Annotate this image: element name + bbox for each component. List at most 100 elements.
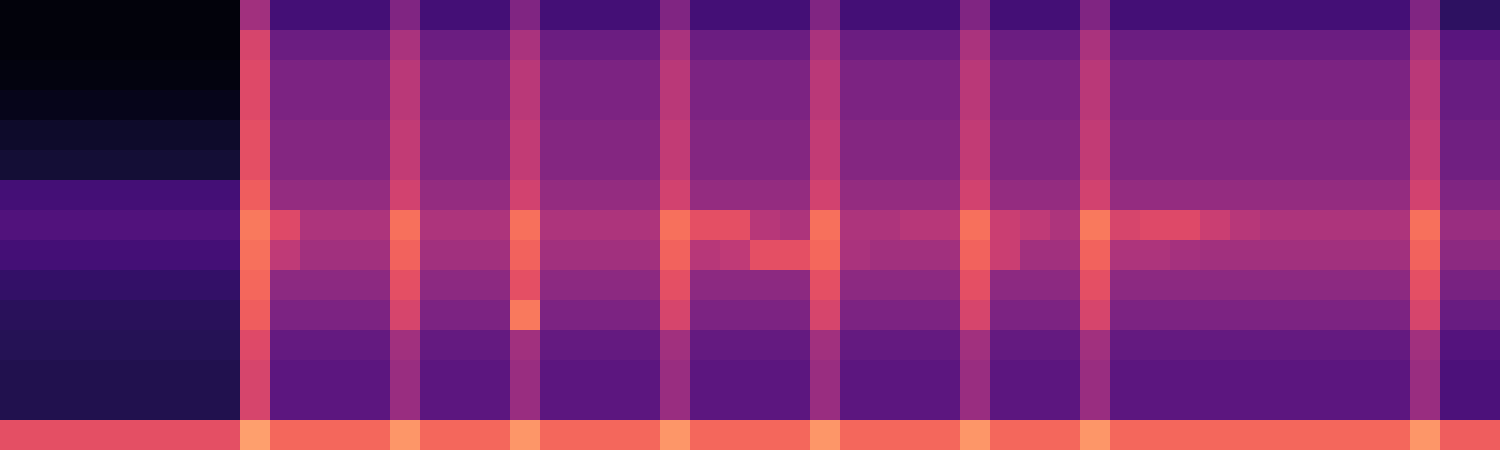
cell	[780, 150, 811, 181]
cell	[900, 180, 931, 211]
cell	[1380, 420, 1411, 450]
cell	[570, 240, 601, 271]
cell	[1140, 360, 1171, 391]
cell	[990, 390, 1021, 421]
cell	[900, 420, 931, 450]
cell	[1260, 60, 1291, 91]
cell	[540, 240, 571, 271]
cell	[1050, 420, 1081, 450]
cell	[990, 150, 1021, 181]
cell	[930, 300, 961, 331]
cell	[510, 150, 541, 181]
cell	[270, 270, 301, 301]
cell	[1320, 300, 1351, 331]
cell	[840, 210, 871, 241]
cell	[900, 60, 931, 91]
cell	[690, 270, 721, 301]
cell	[360, 360, 391, 391]
cell	[420, 0, 451, 31]
cell	[1380, 300, 1411, 331]
cell	[1260, 240, 1291, 271]
cell	[630, 300, 661, 331]
cell	[540, 90, 571, 121]
cell	[1320, 210, 1351, 241]
cell	[30, 390, 61, 421]
cell	[60, 180, 91, 211]
cell	[1260, 330, 1291, 361]
cell	[990, 90, 1021, 121]
cell	[570, 330, 601, 361]
cell	[810, 270, 841, 301]
cell	[360, 120, 391, 151]
cell	[1080, 390, 1111, 421]
cell	[1050, 360, 1081, 391]
cell	[1170, 360, 1201, 391]
cell	[1260, 30, 1291, 61]
cell	[1440, 150, 1471, 181]
cell	[300, 60, 331, 91]
cell	[750, 390, 781, 421]
cell	[1230, 360, 1261, 391]
cell	[1080, 30, 1111, 61]
cell	[1230, 300, 1261, 331]
cell	[1080, 420, 1111, 450]
cell	[930, 90, 961, 121]
cell	[450, 150, 481, 181]
cell	[900, 0, 931, 31]
cell	[90, 60, 121, 91]
cell	[1410, 150, 1441, 181]
cell	[1230, 90, 1261, 121]
cell	[780, 300, 811, 331]
cell	[1140, 0, 1171, 31]
cell	[630, 60, 661, 91]
cell	[1470, 300, 1500, 331]
cell	[180, 180, 211, 211]
cell	[450, 240, 481, 271]
cell	[60, 240, 91, 271]
cell	[150, 30, 181, 61]
cell	[510, 60, 541, 91]
cell	[420, 360, 451, 391]
cell	[1080, 180, 1111, 211]
cell	[480, 150, 511, 181]
cell	[510, 300, 541, 331]
cell	[270, 300, 301, 331]
cell	[300, 270, 331, 301]
cell	[1080, 150, 1111, 181]
cell	[390, 330, 421, 361]
cell	[480, 240, 511, 271]
cell	[1080, 360, 1111, 391]
cell	[1290, 420, 1321, 450]
cell	[480, 300, 511, 331]
cell	[540, 390, 571, 421]
cell	[1080, 60, 1111, 91]
cell	[990, 60, 1021, 91]
cell	[660, 90, 691, 121]
cell	[60, 150, 91, 181]
cell	[1290, 120, 1321, 151]
cell	[1470, 120, 1500, 151]
cell	[600, 0, 631, 31]
cell	[960, 300, 991, 331]
cell	[420, 30, 451, 61]
cell	[840, 150, 871, 181]
cell	[270, 30, 301, 61]
cell	[450, 180, 481, 211]
cell	[720, 90, 751, 121]
cell	[630, 180, 661, 211]
cell	[390, 0, 421, 31]
cell	[450, 90, 481, 121]
cell	[390, 360, 421, 391]
cell	[660, 210, 691, 241]
cell	[960, 60, 991, 91]
cell	[630, 0, 661, 31]
cell	[210, 210, 241, 241]
cell	[1110, 150, 1141, 181]
cell	[990, 30, 1021, 61]
cell	[690, 210, 721, 241]
cell	[180, 300, 211, 331]
cell	[540, 420, 571, 450]
cell	[1110, 90, 1141, 121]
cell	[540, 300, 571, 331]
cell	[630, 150, 661, 181]
